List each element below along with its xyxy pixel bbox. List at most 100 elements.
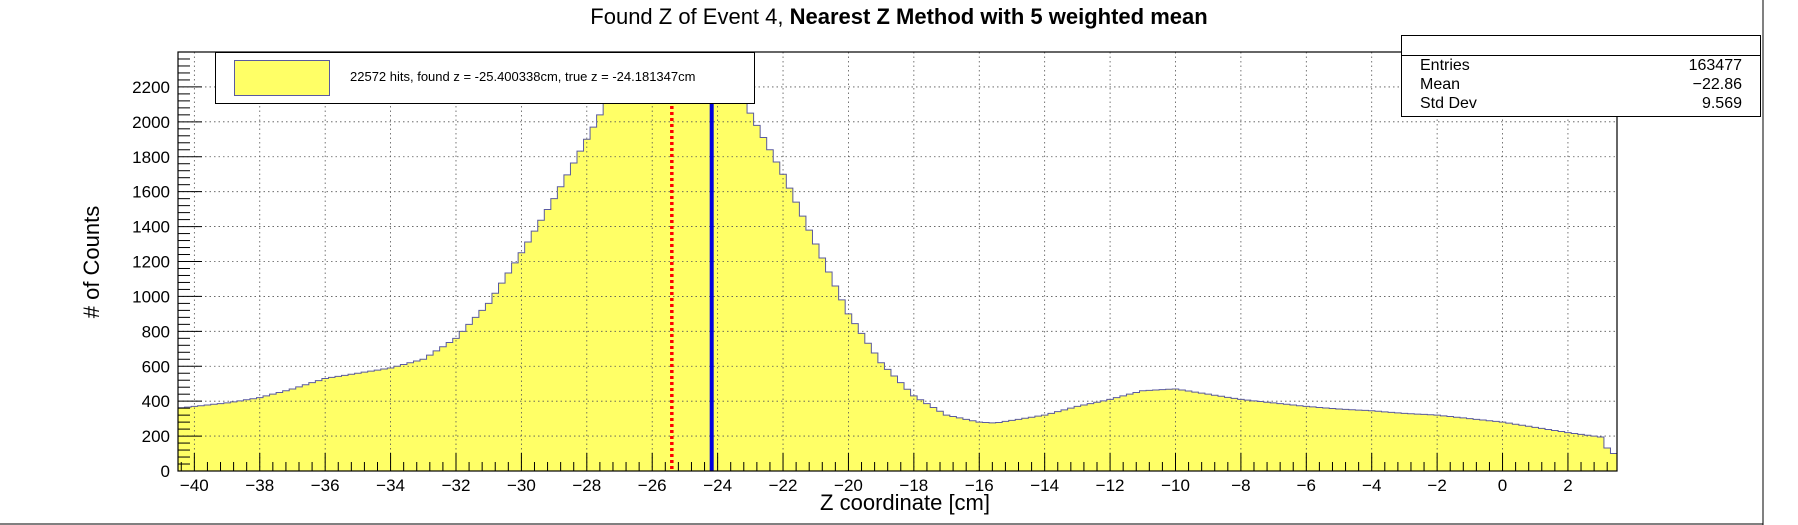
histogram-bin	[1603, 448, 1611, 471]
histogram-bin	[420, 359, 427, 471]
histogram-bin	[1165, 389, 1173, 471]
histogram-bin	[1119, 395, 1127, 471]
histogram-bin	[1558, 431, 1566, 471]
histogram-bin	[204, 405, 212, 471]
histogram-bin	[439, 346, 447, 471]
stats-value: 9.569	[1701, 95, 1742, 112]
histogram-bin	[1296, 405, 1304, 471]
histogram-bin	[1577, 434, 1585, 471]
x-tick-label: −10	[1161, 476, 1190, 495]
x-tick-label: −36	[311, 476, 340, 495]
y-tick-label: 800	[142, 322, 170, 341]
histogram-bin	[1316, 407, 1324, 471]
histogram-bin	[1512, 424, 1520, 471]
histogram-bin	[838, 299, 846, 471]
histogram-bin	[975, 422, 983, 471]
histogram-bin	[374, 370, 382, 471]
histogram-bin	[989, 422, 997, 471]
x-tick-label: −34	[376, 476, 405, 495]
histogram-bin	[491, 293, 499, 471]
histogram-bin	[1479, 420, 1487, 471]
histogram-bin	[1545, 429, 1552, 471]
histogram-bin	[1002, 421, 1010, 471]
x-tick-label: −18	[899, 476, 928, 495]
chart-title: Found Z of Event 4, Nearest Z Method wit…	[0, 4, 1798, 30]
histogram-bin	[380, 369, 388, 471]
x-tick-label: −6	[1297, 476, 1316, 495]
stats-box-header	[1402, 36, 1760, 56]
y-tick-label: 1000	[132, 287, 170, 306]
histogram-bin	[1289, 405, 1297, 471]
histogram-bin	[871, 352, 879, 471]
stats-value: −22.86	[1692, 76, 1742, 93]
histogram-bin	[321, 378, 329, 471]
histogram-bin	[1446, 416, 1454, 471]
stats-value: 163477	[1688, 57, 1742, 74]
histogram-bin	[1407, 413, 1415, 471]
histogram-bin	[714, 52, 722, 471]
histogram-bin	[1061, 409, 1068, 471]
histogram-bin	[1067, 408, 1075, 471]
x-tick-label: −2	[1427, 476, 1446, 495]
y-tick-label: 1200	[132, 253, 170, 272]
histogram-bin	[354, 373, 362, 471]
histogram-bin	[1100, 400, 1108, 471]
histogram-bin	[1453, 417, 1461, 471]
histogram-bin	[1414, 414, 1422, 471]
histogram-bin	[890, 376, 898, 471]
histogram-bin	[1531, 427, 1539, 471]
histogram-bin	[1355, 410, 1363, 471]
histogram-bin	[511, 262, 519, 471]
histogram-bin	[1499, 422, 1507, 471]
histogram-bin	[1276, 403, 1284, 471]
histogram-bin	[851, 323, 859, 471]
histogram-bin	[400, 364, 408, 471]
y-tick-label: 1600	[132, 183, 170, 202]
histogram-bin	[544, 209, 552, 471]
x-tick-label: −20	[834, 476, 863, 495]
histogram-bin	[485, 303, 493, 471]
histogram-bin	[616, 78, 624, 471]
histogram-bin	[413, 361, 421, 471]
histogram-bin	[576, 151, 584, 471]
histogram-bin	[897, 382, 905, 471]
histogram-bin	[210, 404, 218, 471]
histogram-bin	[1374, 411, 1382, 471]
histogram-bins	[178, 52, 1617, 471]
histogram-bin	[910, 395, 918, 471]
histogram-bin	[1303, 406, 1310, 471]
histogram-bin	[263, 395, 270, 471]
y-tick-label: 600	[142, 357, 170, 376]
histogram-bin	[694, 52, 702, 471]
histogram-bin	[348, 374, 356, 471]
legend-swatch	[234, 60, 330, 96]
legend-box: 22572 hits, found z = -25.400338cm, true…	[215, 52, 755, 104]
histogram-bin	[315, 380, 323, 471]
histogram-bin	[956, 417, 964, 471]
histogram-bin	[962, 419, 970, 471]
histogram-bin	[1152, 389, 1160, 471]
histogram-bin	[426, 355, 434, 471]
histogram-bin	[1525, 426, 1533, 471]
histogram-bin	[1381, 411, 1389, 471]
histogram-bin	[465, 324, 473, 471]
histogram-bin	[1218, 396, 1225, 471]
histogram-bin	[864, 343, 872, 471]
histogram-bin	[249, 398, 257, 471]
histogram-bin	[184, 407, 192, 471]
histogram-bin	[1584, 435, 1592, 471]
histogram-bin	[904, 389, 911, 471]
stats-row-entries: Entries 163477	[1402, 56, 1760, 75]
histogram-bin	[1610, 453, 1617, 471]
histogram-bin	[1473, 419, 1481, 471]
histogram-bin	[505, 273, 512, 471]
histogram-bin	[452, 338, 460, 471]
histogram-bin	[1270, 402, 1278, 471]
histogram-bin	[1401, 413, 1409, 471]
y-axis-label: # of Counts	[79, 205, 104, 319]
histogram-bin	[570, 163, 578, 471]
histogram-bin	[766, 149, 774, 471]
histogram-bin	[276, 392, 284, 471]
histogram-bin	[563, 174, 571, 471]
histogram-bin	[858, 333, 866, 471]
